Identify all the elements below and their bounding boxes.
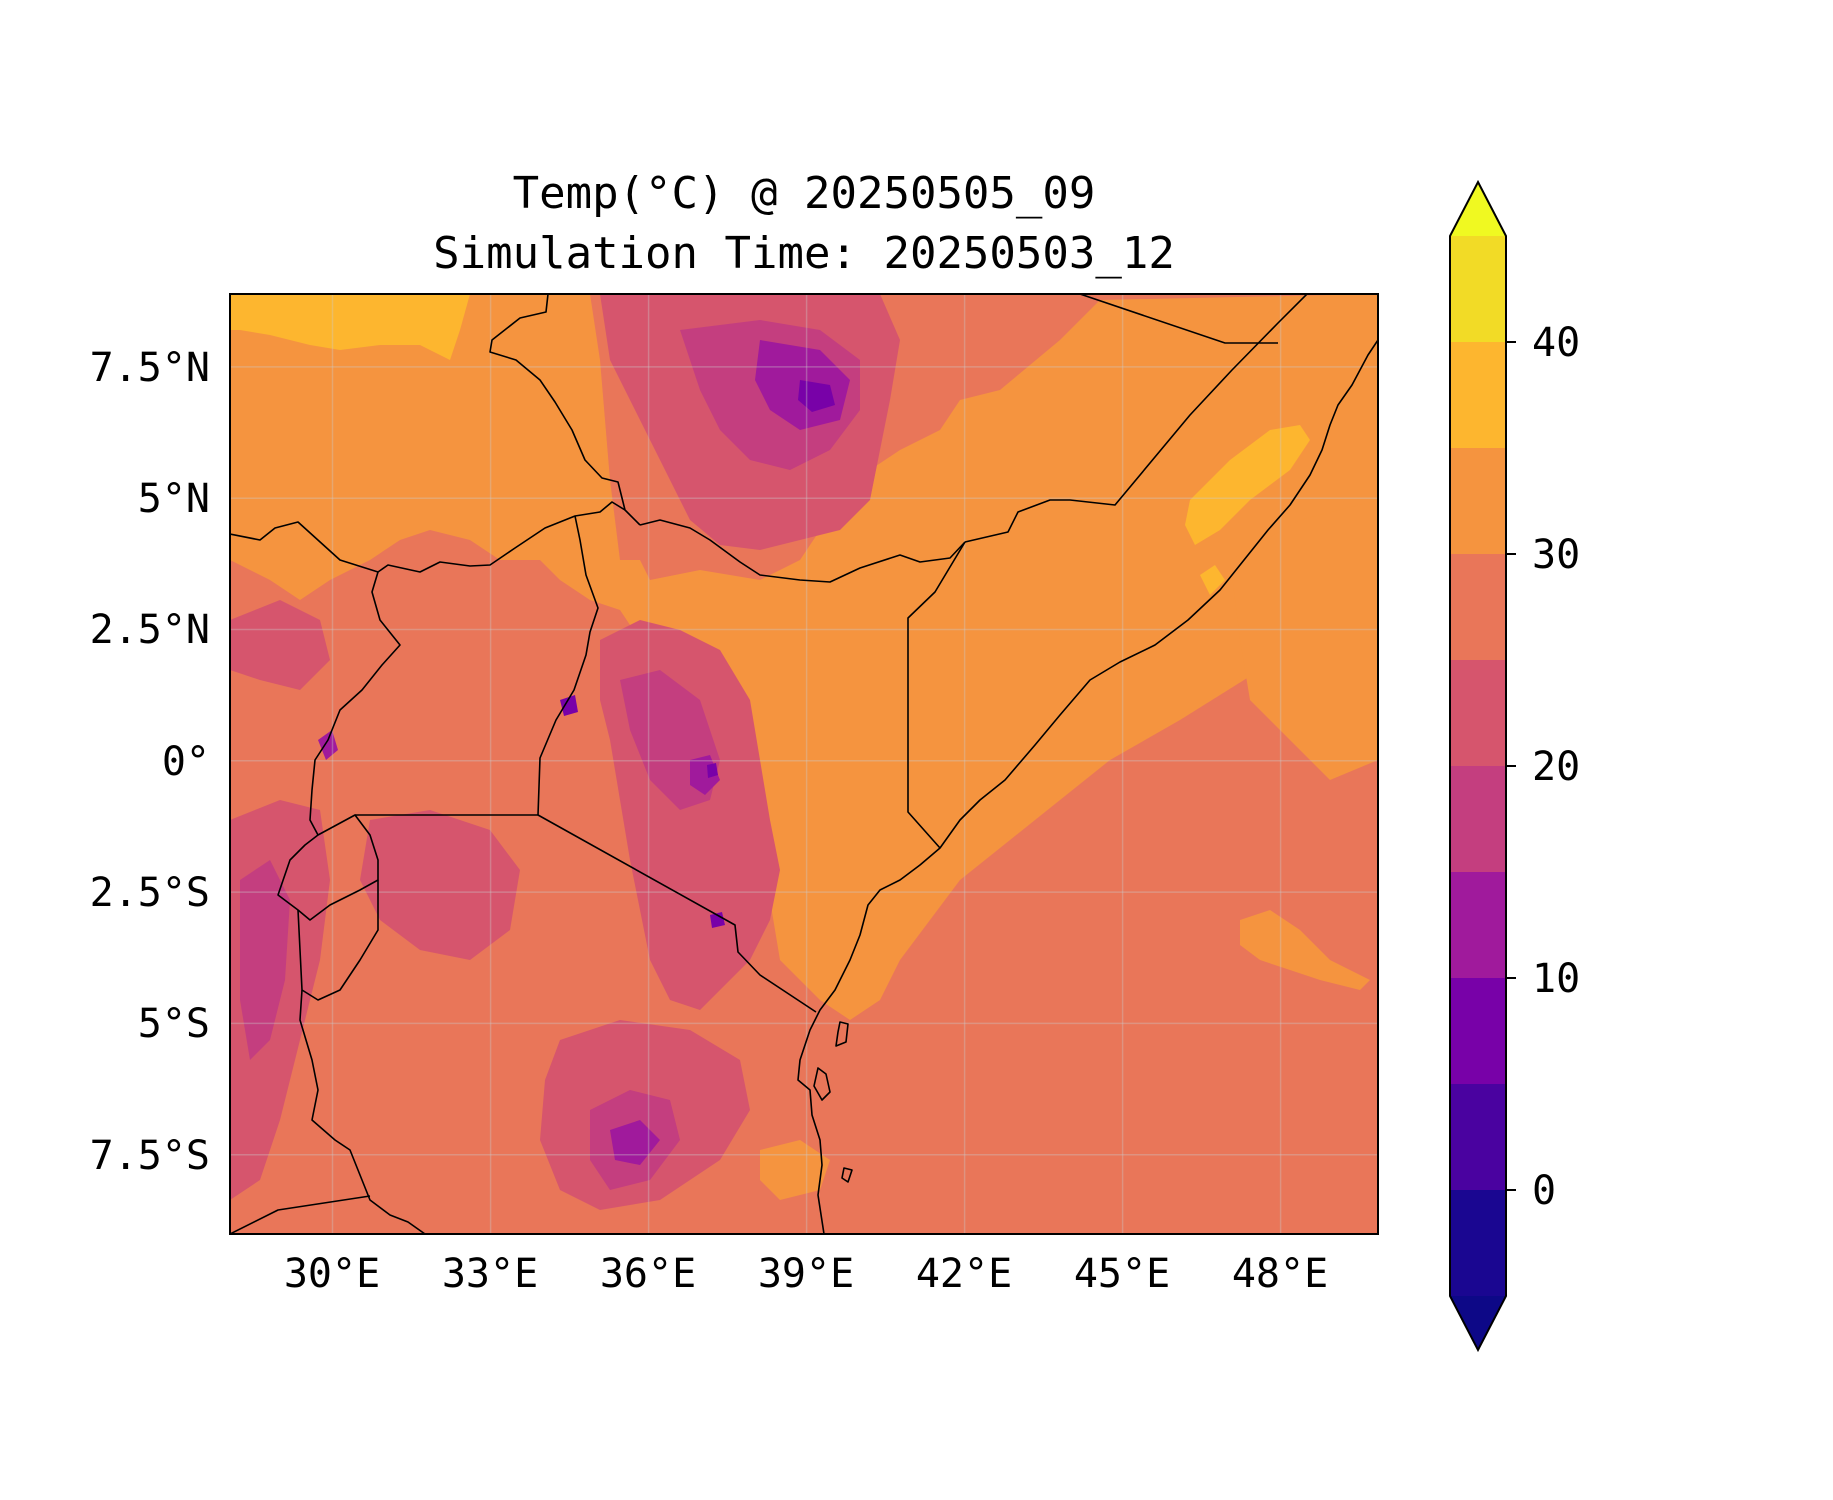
x-tick-39E: 39°E (758, 1251, 854, 1297)
colorbar-label-30: 30 (1532, 532, 1580, 578)
x-tick-36E: 36°E (600, 1251, 696, 1297)
colorbar-under-extension (1450, 1296, 1506, 1350)
field-cool-tanzania (360, 810, 520, 960)
border-burundi-tanzania (297, 880, 379, 1001)
y-tick-5S: 5°S (138, 1001, 210, 1047)
border-uganda-drc (309, 571, 401, 836)
field-hot-nw (230, 294, 470, 360)
field-hot-somalia (1185, 425, 1310, 545)
colorbar-ticks (1506, 341, 1516, 1191)
x-tick-30E: 30°E (284, 1251, 380, 1297)
colorbar-segment-25-30 (1450, 554, 1506, 660)
border-rwanda-burundi (277, 814, 379, 921)
x-tick-45E: 45°E (1074, 1251, 1170, 1297)
map-title-line1: Temp(°C) @ 20250505_09 (513, 168, 1096, 219)
y-axis-labels: 7.5°N 5°N 2.5°N 0° 2.5°S 5°S 7.5°S (90, 345, 210, 1179)
field-peak-ethiopia (798, 380, 835, 412)
gridlines (230, 294, 1378, 1234)
y-tick-2.5S: 2.5°S (90, 870, 210, 916)
colorbar-outline (1449, 179, 1507, 1353)
x-tick-33E: 33°E (442, 1251, 538, 1297)
field-warm-ocean-1 (1230, 500, 1378, 780)
colorbar-segment-0-5 (1450, 1084, 1506, 1190)
border-kenya-tanzania (537, 814, 817, 1013)
x-tick-48E: 48°E (1232, 1251, 1328, 1297)
coastline-zanzibar (813, 1067, 831, 1101)
colorbar-label-0: 0 (1532, 1168, 1556, 1214)
colorbar: 40 30 20 10 0 (1449, 179, 1580, 1353)
y-tick-0: 0° (162, 739, 210, 785)
y-tick-2.5N: 2.5°N (90, 607, 210, 653)
field-warm-north (230, 294, 1378, 1020)
temperature-field (230, 294, 1378, 1234)
colorbar-label-20: 20 (1532, 744, 1580, 790)
field-peak-kilimanjaro (710, 912, 725, 928)
border-djibouti (1079, 294, 1278, 344)
x-axis-labels: 30°E 33°E 36°E 39°E 42°E 45°E 48°E (284, 1251, 1328, 1297)
map-title-line2: Simulation Time: 20250503_12 (433, 228, 1175, 279)
y-tick-5N: 5°N (138, 476, 210, 522)
border-zambia (230, 1195, 371, 1234)
colorbar-segment-15-20 (1450, 766, 1506, 872)
border-south-sudan-ethiopia (489, 294, 641, 526)
country-borders (230, 294, 1308, 1234)
colorbar-labels: 40 30 20 10 0 (1532, 320, 1580, 1214)
field-coldest-sw (610, 1120, 660, 1165)
colorbar-segment-m5-0 (1450, 1190, 1506, 1296)
field-warm-se (760, 1140, 830, 1200)
coastline-pemba (835, 1021, 849, 1047)
colorbar-label-10: 10 (1532, 956, 1580, 1002)
coastline (797, 339, 1378, 1234)
border-south-sudan-uganda (230, 501, 626, 573)
x-tick-42E: 42°E (916, 1251, 1012, 1297)
y-tick-7.5S: 7.5°S (90, 1133, 210, 1179)
colorbar-segment-30-35 (1450, 448, 1506, 554)
colorbar-segment-40-45 (1450, 236, 1506, 342)
field-hot-small (1200, 565, 1225, 595)
border-kenya-ethiopia (639, 519, 966, 583)
border-uganda-kenya (537, 515, 599, 816)
field-peak-elgon (560, 695, 578, 716)
map-frame (229, 293, 1379, 1235)
colorbar-segment-35-40 (1450, 342, 1506, 448)
colorbar-segment-10-15 (1450, 872, 1506, 978)
border-kenya-somalia (907, 541, 966, 849)
field-peak-kenya (707, 763, 718, 778)
field-cool-west-2 (230, 600, 330, 690)
colorbar-label-40: 40 (1532, 320, 1580, 366)
field-cold-west (240, 860, 290, 1060)
y-tick-7.5N: 7.5°N (90, 345, 210, 391)
field-warm-ocean-2 (1240, 910, 1370, 990)
coastline-mafia (841, 1167, 853, 1183)
border-tanzania-drc-lake (299, 989, 426, 1234)
colorbar-segment-20-25 (1450, 660, 1506, 766)
field-coldest-west (318, 730, 338, 760)
coastline-east-africa (797, 339, 1378, 1234)
border-ethiopia-somalia (964, 294, 1308, 543)
colorbar-segment-5-10 (1450, 978, 1506, 1084)
colorbar-over-extension (1450, 182, 1506, 236)
map-area: 30°E 33°E 36°E 39°E 42°E 45°E 48°E 7.5°N… (90, 293, 1379, 1297)
